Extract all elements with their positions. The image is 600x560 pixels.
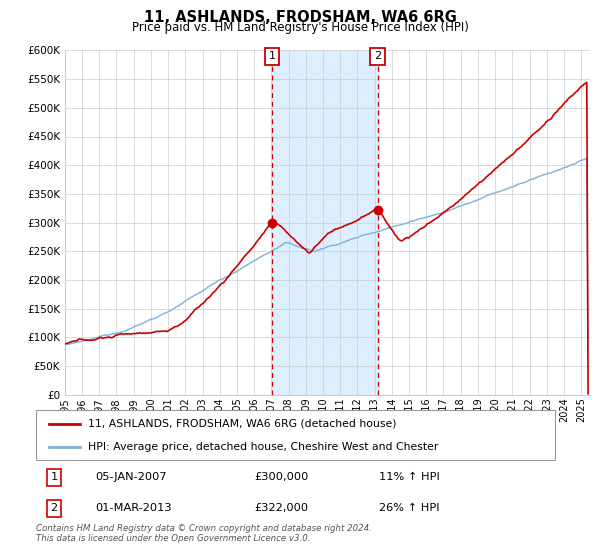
Text: 1: 1 [269, 51, 275, 61]
Text: 2: 2 [50, 503, 58, 514]
Text: 26% ↑ HPI: 26% ↑ HPI [379, 503, 439, 514]
Text: Contains HM Land Registry data © Crown copyright and database right 2024.
This d: Contains HM Land Registry data © Crown c… [36, 524, 372, 543]
FancyBboxPatch shape [36, 410, 555, 460]
Text: 1: 1 [50, 472, 58, 482]
Text: £300,000: £300,000 [254, 472, 308, 482]
Text: 2: 2 [374, 51, 381, 61]
Bar [272, 50, 377, 395]
Text: 05-JAN-2007: 05-JAN-2007 [95, 472, 167, 482]
Text: 11, ASHLANDS, FRODSHAM, WA6 6RG: 11, ASHLANDS, FRODSHAM, WA6 6RG [143, 10, 457, 25]
Text: HPI: Average price, detached house, Cheshire West and Chester: HPI: Average price, detached house, Ches… [88, 442, 438, 452]
Text: 11% ↑ HPI: 11% ↑ HPI [379, 472, 439, 482]
Text: 11, ASHLANDS, FRODSHAM, WA6 6RG (detached house): 11, ASHLANDS, FRODSHAM, WA6 6RG (detache… [88, 418, 397, 428]
Text: Price paid vs. HM Land Registry's House Price Index (HPI): Price paid vs. HM Land Registry's House … [131, 21, 469, 34]
Text: 01-MAR-2013: 01-MAR-2013 [95, 503, 172, 514]
Text: £322,000: £322,000 [254, 503, 308, 514]
